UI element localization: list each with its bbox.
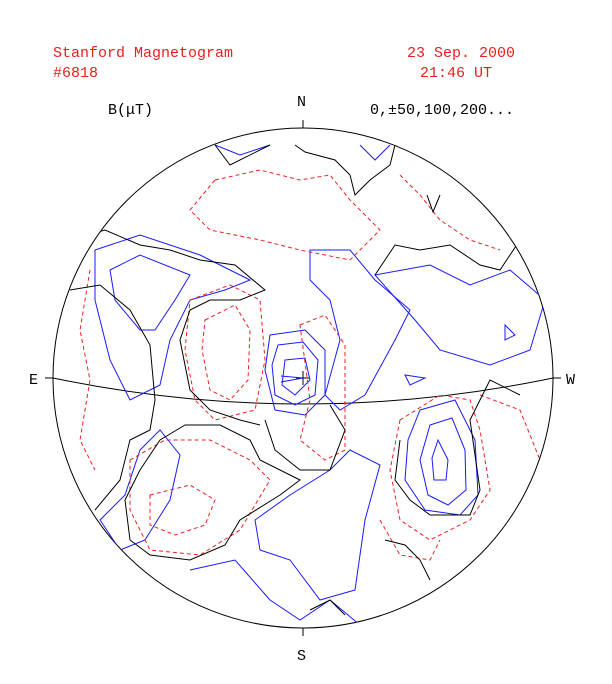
contour: [419, 417, 467, 506]
marker: [426, 194, 441, 214]
contour: [214, 144, 271, 166]
contour: [504, 323, 516, 341]
unit-label: B(μT): [108, 102, 153, 119]
contour: [299, 314, 346, 461]
contour: [264, 329, 326, 416]
equator: [52, 377, 554, 405]
contour: [281, 357, 311, 396]
contour: [254, 449, 381, 601]
contour: [384, 539, 431, 581]
north-label: N: [297, 94, 306, 111]
east-label: E: [29, 372, 38, 389]
south-label: S: [297, 648, 306, 665]
contour: [214, 144, 271, 156]
contour: [394, 379, 521, 516]
contour: [69, 229, 266, 426]
contour: [379, 519, 441, 561]
contour: [201, 304, 251, 401]
title: Stanford Magnetogram: [53, 45, 233, 62]
time: 21:46 UT: [420, 65, 492, 82]
contour: [184, 284, 266, 421]
contour: [271, 341, 319, 406]
contour: [431, 438, 449, 481]
contour-levels: 0,±50,100,200...: [370, 102, 514, 119]
contour: [189, 169, 381, 261]
contour: [264, 404, 346, 471]
contour: [404, 374, 427, 386]
contour: [69, 284, 156, 511]
contours: [69, 144, 546, 626]
contour: [149, 484, 216, 536]
marker: [280, 375, 304, 383]
polarity-markers: [280, 194, 441, 383]
map-number: #6818: [53, 65, 98, 82]
date: 23 Sep. 2000: [407, 45, 515, 62]
contour: [109, 254, 191, 331]
contour: [129, 439, 271, 556]
contour: [124, 424, 301, 561]
contour: [79, 269, 96, 471]
contour: [309, 599, 346, 616]
west-label: W: [566, 372, 575, 389]
contour: [94, 234, 252, 401]
contour: [189, 559, 361, 626]
contour: [374, 264, 546, 366]
contour: [374, 239, 521, 276]
contour: [294, 144, 396, 196]
contour: [309, 249, 411, 411]
contour: [389, 394, 491, 541]
contour: [404, 399, 479, 516]
contour: [359, 144, 391, 161]
contour: [399, 174, 501, 251]
